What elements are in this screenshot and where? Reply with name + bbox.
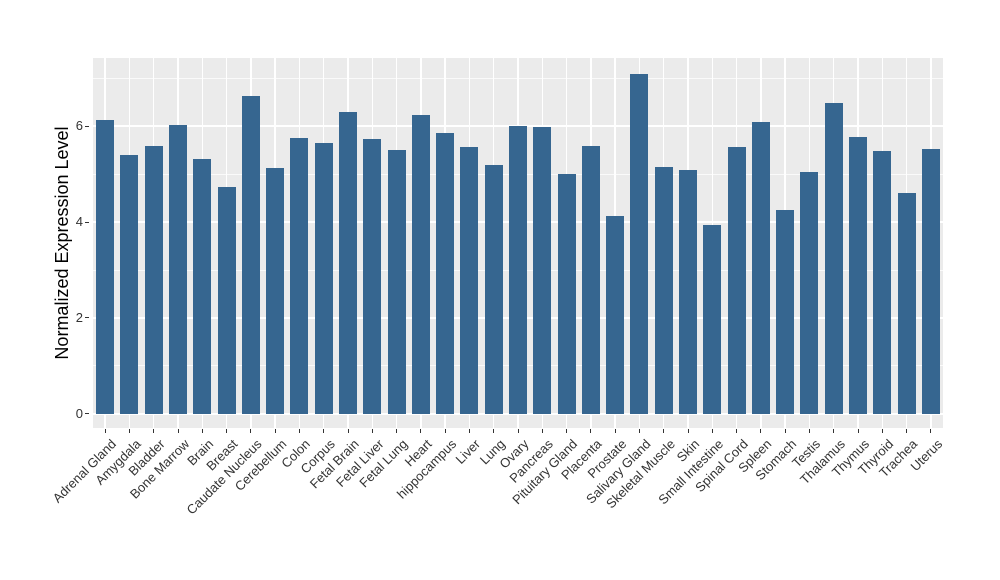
x-tick-mark [711, 429, 713, 433]
y-tick-mark [85, 413, 89, 415]
bar-brain [193, 158, 212, 414]
y-tick-label: 6 [75, 118, 83, 134]
x-tick-mark [930, 429, 932, 433]
x-tick-mark [857, 429, 859, 433]
bar-skeletal-muscle [654, 166, 673, 414]
bar-fetal-liver [363, 138, 382, 414]
y-tick-mark [85, 317, 89, 319]
bar-stomach [776, 210, 795, 414]
x-tick-mark [104, 429, 106, 433]
bar-testis [800, 172, 819, 414]
x-tick-mark [590, 429, 592, 433]
x-tick-mark [153, 429, 155, 433]
bar-uterus [921, 149, 940, 414]
x-tick-mark [760, 429, 762, 433]
x-tick-mark [420, 429, 422, 433]
x-tick-mark [808, 429, 810, 433]
bar-pancreas [533, 127, 552, 414]
x-tick-mark [493, 429, 495, 433]
bar-fetal-brain [339, 111, 357, 414]
x-label-liver: Liver [452, 436, 484, 467]
bar-thymus [849, 136, 867, 414]
x-tick-mark [323, 429, 325, 433]
x-tick-mark [347, 429, 349, 433]
x-tick-mark [444, 429, 446, 433]
x-tick-mark [881, 429, 883, 433]
bar-heart [411, 115, 430, 414]
y-tick-mark [85, 125, 89, 127]
x-tick-mark [517, 429, 519, 433]
x-tick-mark [201, 429, 203, 433]
bar-prostate [606, 216, 625, 414]
x-tick-mark [396, 429, 398, 433]
x-tick-mark [833, 429, 835, 433]
bar-trachea [897, 193, 916, 414]
bar-thyroid [873, 151, 892, 414]
bar-amygdala [120, 155, 139, 414]
x-tick-mark [906, 429, 908, 433]
x-tick-mark [638, 429, 640, 433]
x-tick-mark [468, 429, 470, 433]
x-tick-mark [250, 429, 252, 433]
x-tick-mark [784, 429, 786, 433]
y-tick-label: 4 [75, 214, 83, 230]
bar-salivary-gland [630, 73, 649, 414]
minor-gridline [93, 78, 943, 80]
bar-small-intestine [703, 225, 722, 414]
bar-liver [460, 146, 479, 414]
bar-bone-marrow [169, 124, 187, 414]
x-tick-mark [371, 429, 373, 433]
major-gridline [93, 412, 943, 415]
x-tick-mark [566, 429, 568, 433]
x-tick-mark [226, 429, 228, 433]
bar-pituitary-gland [557, 173, 576, 414]
x-tick-mark [274, 429, 276, 433]
bar-hippocampus [436, 133, 455, 414]
bar-thalamus [824, 102, 843, 414]
bar-breast [217, 186, 236, 414]
bar-caudate-nucleus [241, 95, 260, 414]
x-tick-mark [541, 429, 543, 433]
bar-fetal-lung [387, 150, 406, 414]
bar-colon [290, 137, 309, 414]
bar-cerebellum [266, 167, 285, 414]
y-tick-mark [85, 221, 89, 223]
bar-corpus [314, 142, 333, 414]
bar-bladder [144, 145, 163, 414]
x-tick-mark [614, 429, 616, 433]
y-tick-label: 2 [75, 309, 83, 325]
bar-lung [484, 164, 503, 414]
plot-panel [93, 58, 943, 428]
y-tick-label: 0 [75, 405, 83, 421]
x-tick-mark [298, 429, 300, 433]
bar-spleen [751, 121, 770, 414]
x-tick-mark [736, 429, 738, 433]
y-axis-title: Normalized Expression Level [52, 126, 72, 360]
x-tick-mark [663, 429, 665, 433]
bar-placenta [581, 145, 600, 414]
bar-adrenal-gland [96, 119, 115, 414]
bar-spinal-cord [727, 146, 746, 414]
x-tick-mark [128, 429, 130, 433]
bar-skin [679, 170, 697, 414]
x-tick-mark [687, 429, 689, 433]
bar-ovary [509, 125, 527, 414]
x-tick-mark [177, 429, 179, 433]
